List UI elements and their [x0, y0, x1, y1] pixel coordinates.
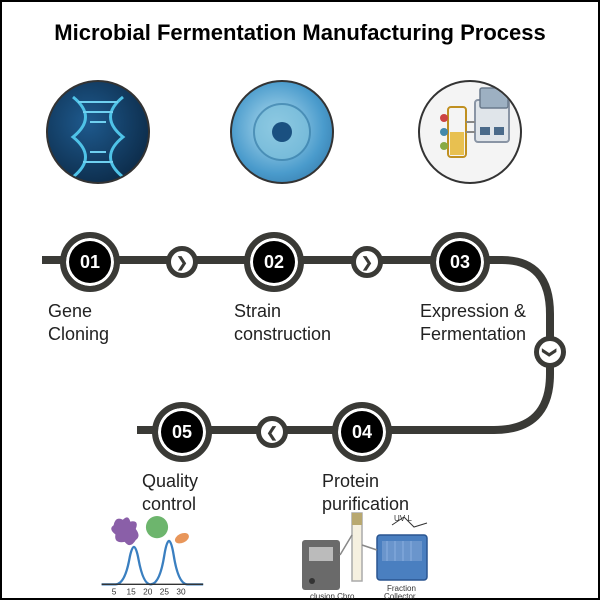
image-expression-fermentation	[418, 80, 522, 184]
svg-text:30: 30	[176, 586, 186, 596]
image-protein-purification: Fraction Collector UV L clusion Chro	[292, 502, 442, 602]
image-quality-control: 5 15 20 25 30	[97, 502, 217, 602]
image-gene-cloning	[46, 80, 150, 184]
chromatography-icon: Fraction Collector UV L clusion Chro	[292, 505, 442, 600]
image-strain-construction	[230, 80, 334, 184]
step-label-01: GeneCloning	[48, 300, 109, 345]
flow-arrow-3: ❯	[534, 336, 566, 368]
step-circle-03: 03	[430, 232, 490, 292]
diagram-container: Microbial Fermentation Manufacturing Pro…	[0, 0, 600, 600]
step-label-02: Strainconstruction	[234, 300, 331, 345]
step-circle-04: 04	[332, 402, 392, 462]
fermenter-icon	[420, 82, 520, 182]
svg-text:15: 15	[127, 586, 137, 596]
cell-icon	[232, 82, 332, 182]
flow-arrow-1: ❯	[166, 246, 198, 278]
step-label-04: Proteinpurification	[322, 470, 409, 515]
step-circle-01: 01	[60, 232, 120, 292]
svg-text:25: 25	[160, 586, 170, 596]
svg-text:5: 5	[112, 586, 117, 596]
qc-icon: 5 15 20 25 30	[97, 505, 217, 600]
step-label-05: Qualitycontrol	[142, 470, 198, 515]
step-label-03: Expression &Fermentation	[420, 300, 526, 345]
step-circle-02: 02	[244, 232, 304, 292]
dna-icon	[48, 82, 148, 182]
step-circle-05: 05	[152, 402, 212, 462]
svg-text:clusion Chro: clusion Chro	[310, 592, 355, 600]
svg-text:20: 20	[143, 586, 153, 596]
svg-text:Collector: Collector	[384, 592, 416, 600]
flow-arrow-4: ❮	[256, 416, 288, 448]
flow-arrow-2: ❯	[351, 246, 383, 278]
